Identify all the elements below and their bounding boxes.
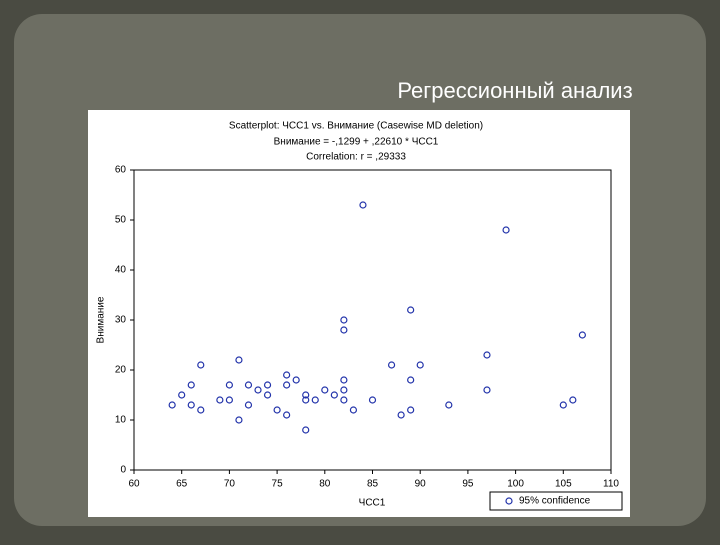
point: [578, 331, 586, 339]
x-tick-label: 70: [224, 479, 236, 490]
x-tick-label: 110: [603, 479, 619, 490]
chart-subtitle: Внимание = -,1299 + ,22610 * ЧСС1: [274, 137, 439, 148]
point: [340, 326, 348, 334]
y-tick-label: 20: [115, 365, 127, 376]
point: [235, 356, 243, 364]
legend-box: [489, 491, 623, 511]
x-tick-label: 100: [507, 479, 524, 490]
point: [416, 361, 424, 369]
legend-marker: [505, 497, 513, 505]
point: [283, 371, 291, 379]
point: [178, 391, 186, 399]
y-tick-label: 0: [120, 465, 126, 476]
point: [502, 226, 510, 234]
y-tick-label: 60: [115, 165, 127, 176]
point: [197, 406, 205, 414]
x-tick-label: 60: [128, 479, 140, 490]
point: [340, 316, 348, 324]
point: [359, 201, 367, 209]
chart-annotation: Correlation: r = ,29333: [306, 152, 406, 163]
point: [407, 406, 415, 414]
point: [407, 306, 415, 314]
x-tick-label: 75: [272, 479, 284, 490]
point: [559, 401, 567, 409]
point: [340, 386, 348, 394]
x-tick-label: 95: [462, 479, 474, 490]
point: [225, 396, 233, 404]
point: [397, 411, 405, 419]
point: [302, 396, 310, 404]
x-tick-label: 85: [367, 479, 379, 490]
point: [368, 396, 377, 404]
x-tick-label: 90: [415, 479, 427, 490]
point: [330, 391, 338, 399]
point: [263, 381, 272, 389]
point: [197, 361, 205, 369]
x-axis-label: ЧСС1: [359, 498, 386, 509]
y-tick-label: 30: [115, 315, 127, 326]
point: [216, 396, 224, 404]
y-tick-label: 40: [115, 265, 127, 276]
point: [311, 396, 319, 404]
point: [407, 376, 415, 384]
legend-label: 95% confidence: [519, 496, 591, 507]
point: [569, 396, 577, 404]
point: [283, 381, 291, 389]
point: [302, 426, 310, 434]
point: [187, 381, 195, 389]
point: [263, 391, 272, 399]
point: [340, 376, 348, 384]
point: [235, 416, 243, 424]
point: [244, 381, 253, 389]
point: [244, 401, 253, 409]
x-tick-label: 80: [319, 479, 331, 490]
point: [273, 406, 281, 414]
point: [225, 381, 233, 389]
point: [168, 401, 176, 409]
chart-title: Scatterplot: ЧСС1 vs. Внимание (Casewise…: [229, 121, 483, 132]
point: [483, 351, 491, 359]
point: [483, 386, 491, 394]
point: [283, 411, 291, 419]
chart-background: [88, 110, 630, 517]
point: [349, 406, 358, 414]
slide-title: Регрессионный анализ: [397, 78, 632, 103]
point: [387, 361, 396, 369]
point: [187, 401, 195, 409]
point: [302, 391, 310, 399]
point: [292, 376, 300, 384]
point: [254, 386, 262, 394]
point: [340, 396, 348, 404]
x-tick-label: 65: [176, 479, 188, 490]
x-tick-label: 105: [555, 479, 572, 490]
y-tick-label: 10: [115, 415, 127, 426]
point: [445, 401, 453, 409]
point: [321, 386, 329, 394]
y-axis-label: Внимание: [96, 296, 107, 343]
y-tick-label: 50: [115, 215, 127, 226]
